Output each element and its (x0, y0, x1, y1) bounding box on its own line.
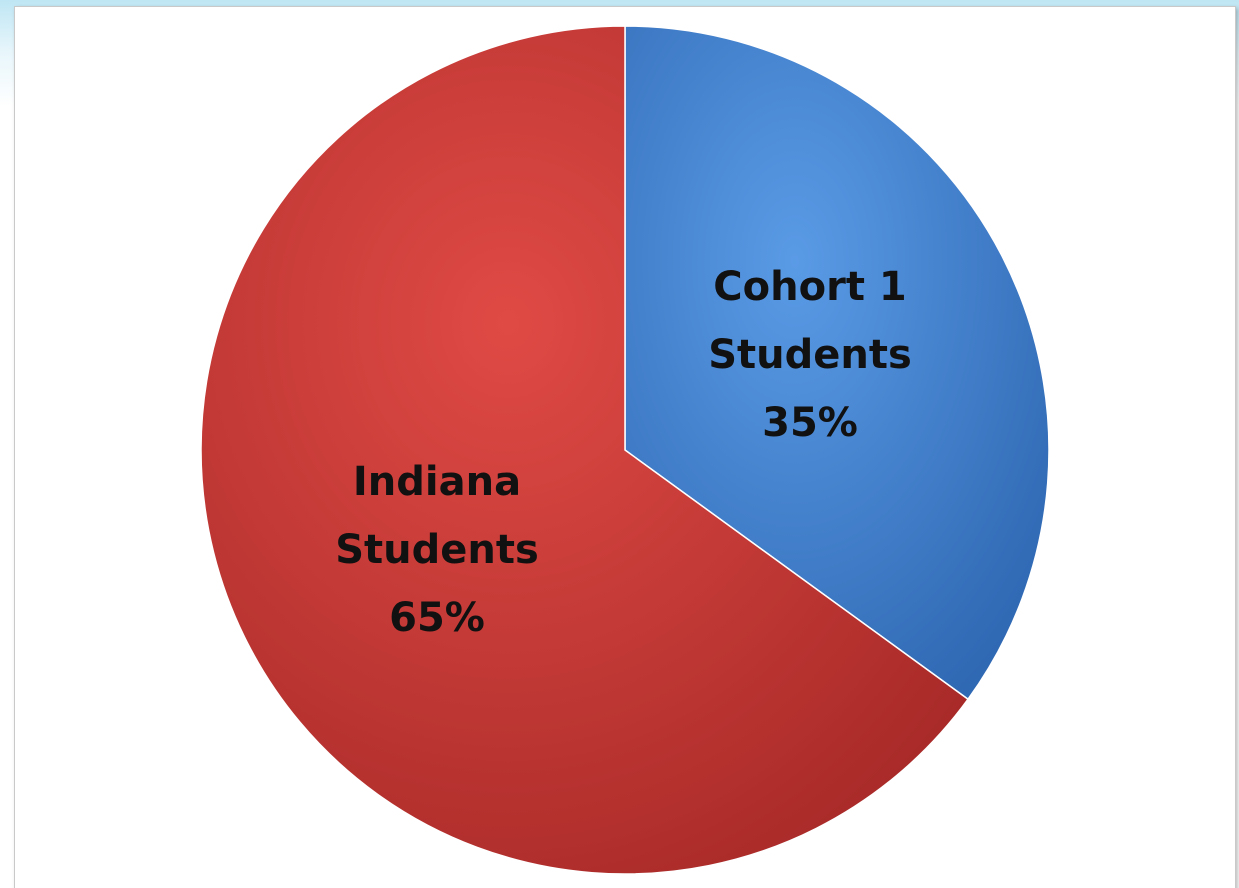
data-label-line: 35% (762, 400, 858, 446)
data-label-line: Indiana (353, 459, 521, 505)
pie-labels: Cohort 1 Students 35% Indiana Students 65% (335, 264, 912, 641)
data-label-line: 65% (389, 595, 485, 641)
data-label-cohort-1-students: Cohort 1 Students 35% (708, 264, 912, 446)
pie-slice-indiana-students (200, 25, 970, 875)
data-label-line: Students (708, 332, 912, 378)
data-label-indiana-students: Indiana Students 65% (335, 459, 539, 641)
data-label-line: Students (335, 527, 539, 573)
pie-slices (200, 25, 1050, 875)
pie-slice-cohort-1-students (624, 25, 1050, 701)
data-label-line: Cohort 1 (713, 264, 906, 310)
